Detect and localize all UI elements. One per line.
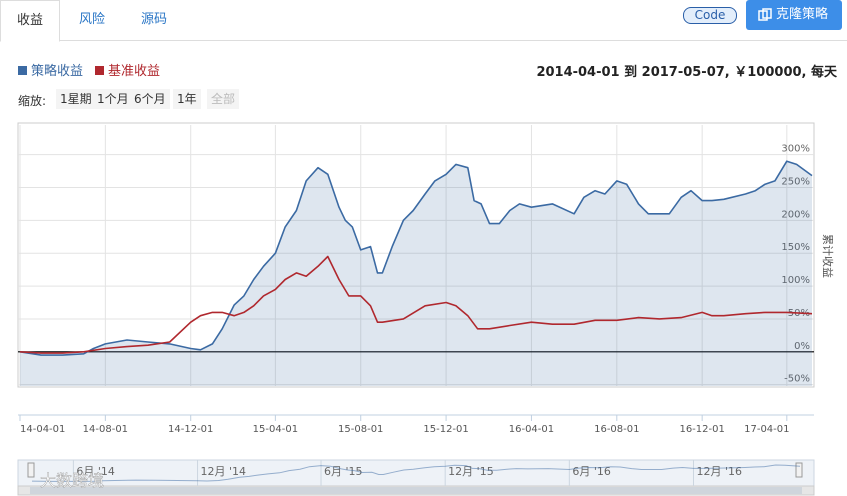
- watermark: 大数跨境: [40, 471, 104, 490]
- zoom-button[interactable]: 6个月: [130, 89, 170, 109]
- x-tick-label: 17-04-01: [744, 424, 789, 435]
- x-tick-label: 15-12-01: [423, 424, 468, 435]
- x-tick-label: 14-12-01: [168, 424, 213, 435]
- scrollbar-thumb[interactable]: [30, 487, 802, 494]
- x-tick-label: 16-12-01: [679, 424, 724, 435]
- legend: 策略收益 基准收益: [18, 60, 160, 80]
- navigator: [17, 459, 815, 487]
- zoom-button[interactable]: 1年: [173, 89, 201, 109]
- plot-frame: [17, 122, 815, 388]
- legend-swatch: [18, 66, 27, 75]
- y-axis-title: 累计收益: [821, 234, 835, 278]
- y-tick-label: 300%: [781, 144, 810, 155]
- navigator-handle[interactable]: [795, 462, 803, 478]
- area: [20, 161, 812, 386]
- y-tick-label: 0%: [794, 341, 810, 352]
- y-tick-label: 150%: [781, 242, 810, 253]
- zoom-button: 全部: [207, 89, 240, 109]
- x-tick-label: 16-04-01: [509, 424, 554, 435]
- legend-swatch: [95, 66, 105, 75]
- navigator-handle[interactable]: [27, 462, 35, 478]
- summary: 2014-04-01 到 2017-05-07, ￥100000, 每天: [536, 65, 837, 80]
- x-tick-label: 14-08-01: [83, 424, 128, 435]
- clone-icon: [758, 8, 772, 21]
- series-line: [19, 160, 813, 356]
- tab[interactable]: 风险: [78, 12, 105, 27]
- navigator-tick-label: 6月 '14: [76, 465, 115, 478]
- y-tick-label: -50%: [784, 374, 810, 385]
- zoom-button[interactable]: 1星期: [56, 89, 96, 109]
- zoom-button[interactable]: 1个月: [93, 89, 133, 109]
- y-tick-label: 200%: [781, 209, 810, 220]
- code-button[interactable]: Code: [683, 7, 737, 24]
- y-tick-label: 100%: [781, 275, 810, 286]
- y-tick-label: 250%: [781, 176, 810, 187]
- x-tick-label: 15-04-01: [253, 424, 298, 435]
- tab-bar: [0, 0, 847, 41]
- tab[interactable]: 收益: [0, 0, 60, 42]
- navigator-tick-label: 6月 '15: [324, 465, 363, 478]
- legend-label[interactable]: 基准收益: [108, 64, 161, 79]
- navigator-tick-label: 12月 '15: [448, 465, 494, 478]
- zoom-label: 缩放:: [18, 94, 47, 108]
- series-line: [19, 255, 813, 354]
- legend-label[interactable]: 策略收益: [31, 64, 84, 79]
- navigator-tick-label: 12月 '16: [696, 465, 742, 478]
- x-tick-label: 16-08-01: [594, 424, 639, 435]
- navigator-line: [31, 464, 801, 482]
- tab[interactable]: 源码: [140, 12, 167, 27]
- clone-button[interactable]: 克隆策略: [746, 0, 842, 30]
- navigator-tick-label: 12月 '14: [201, 465, 247, 478]
- x-tick-label: 14-04-01: [20, 424, 65, 435]
- x-tick-label: 15-08-01: [338, 424, 383, 435]
- button-label: 克隆策略: [776, 7, 829, 22]
